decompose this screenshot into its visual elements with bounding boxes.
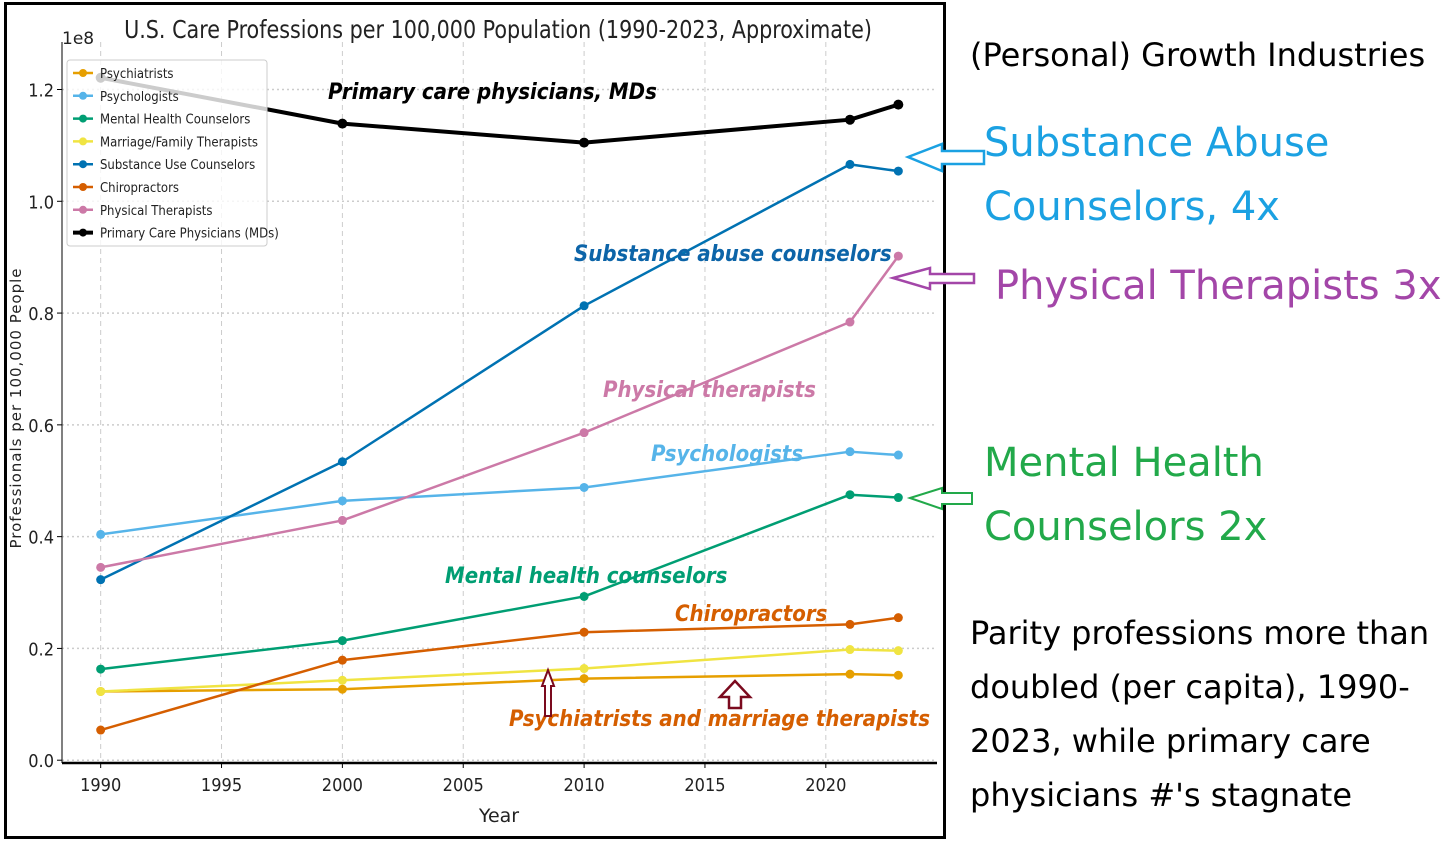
series-lines	[95, 72, 904, 735]
data-point	[579, 674, 589, 684]
legend-marker	[79, 114, 87, 123]
annotation-physical-therapists: Physical therapists	[603, 378, 816, 403]
data-point	[96, 664, 106, 674]
data-point	[337, 515, 347, 525]
legend: Psychiatrists Psychologists Mental Health …	[66, 59, 279, 247]
data-point	[96, 575, 106, 585]
y-tick-label: 0.4	[28, 528, 54, 549]
physical-therapists-label: Physical Therapists 3x	[995, 263, 1442, 309]
data-point	[337, 655, 347, 665]
annotation-substance: Substance abuse counselors	[574, 242, 892, 267]
mental-health-label-line2: Counselors 2x	[984, 504, 1268, 550]
data-point	[337, 675, 347, 685]
chart-title: U.S. Care Professions per 100,000 Popula…	[124, 15, 872, 44]
data-point	[893, 493, 903, 503]
legend-marker	[79, 183, 87, 191]
data-point	[337, 636, 347, 646]
data-point	[96, 562, 106, 572]
series-line-psychiatrists	[100, 672, 899, 693]
up-arrow-icon	[540, 667, 556, 717]
y-tick-label: 1.0	[28, 192, 54, 213]
x-tick-label: 1990	[80, 775, 121, 796]
y-tick-label: 0.0	[28, 751, 54, 772]
x-tick-label: 2010	[563, 775, 604, 796]
data-point	[337, 457, 347, 467]
data-point	[893, 450, 903, 460]
sidebar-heading: (Personal) Growth Industries	[970, 36, 1426, 74]
chart-frame	[4, 2, 946, 839]
left-arrow-icon	[904, 142, 986, 173]
data-point	[844, 114, 855, 125]
y-tick-label: 0.8	[28, 304, 54, 325]
data-point	[845, 159, 855, 169]
left-arrow-icon	[906, 486, 973, 511]
data-point	[337, 496, 347, 506]
data-point	[579, 664, 589, 674]
data-point	[96, 686, 106, 696]
data-point	[893, 166, 903, 176]
mental-health-label-line1: Mental Health	[984, 440, 1264, 486]
data-point	[579, 428, 589, 438]
legend-box	[66, 59, 268, 247]
legend-label: Primary Care Physicians (MDs)	[100, 227, 279, 242]
y-tick-label: 1.2	[28, 81, 54, 102]
left-arrow-icon	[888, 266, 976, 291]
data-point	[579, 301, 589, 311]
data-point	[845, 447, 855, 457]
data-point	[893, 670, 903, 680]
x-tick-label: 2020	[805, 775, 846, 796]
legend-label: Chiropractors	[100, 181, 179, 196]
data-point	[845, 317, 855, 327]
legend-marker	[79, 228, 87, 237]
data-point	[96, 725, 106, 735]
data-point	[893, 613, 903, 623]
annotation-pcp: Primary care physicians, MDs	[328, 80, 657, 105]
legend-marker	[79, 160, 87, 169]
substance-label-line2: Counselors, 4x	[984, 184, 1280, 230]
legend-marker	[79, 137, 87, 146]
data-point	[845, 645, 855, 655]
y-tick-label: 0.2	[28, 639, 54, 660]
x-axis-label: Year	[478, 805, 519, 827]
data-point	[579, 482, 589, 492]
up-arrow-icon	[717, 679, 753, 710]
data-point	[579, 627, 589, 637]
data-point	[337, 118, 348, 129]
legend-label: Marriage/Family Therapists	[100, 135, 258, 150]
x-tick-label: 2000	[322, 775, 363, 796]
data-point	[845, 669, 855, 679]
data-point	[893, 251, 903, 261]
y-tick-label: 0.6	[28, 416, 54, 437]
data-point	[96, 529, 106, 539]
axes: 1990 1995 2000 2005 2010 2015 2020 0.0 0.2 0.4 0.6…	[28, 42, 937, 796]
legend-marker	[79, 91, 87, 100]
summary-text: Parity professions more than doubled (pe…	[970, 614, 1430, 814]
legend-label: Psychiatrists	[100, 67, 174, 82]
data-point	[893, 646, 903, 656]
legend-label: Physical Therapists	[100, 204, 212, 219]
legend-label: Mental Health Counselors	[100, 113, 250, 128]
y-axis-label: Professionals per 100,000 People	[7, 267, 25, 548]
legend-label: Psychologists	[100, 90, 179, 105]
x-tick-label: 2015	[684, 775, 725, 796]
annotation-mental-health: Mental health counselors	[445, 564, 728, 589]
data-point	[845, 490, 855, 500]
data-point	[337, 684, 347, 694]
data-point	[845, 619, 855, 629]
legend-marker	[79, 69, 87, 77]
x-tick-label: 1995	[201, 775, 242, 796]
substance-label-line1: Substance Abuse	[984, 120, 1330, 166]
legend-label: Substance Use Counselors	[100, 158, 255, 173]
y-scale-label: 1e8	[62, 29, 94, 49]
annotation-psychiatrists-marriage: Psychiatrists and marriage therapists	[509, 707, 930, 732]
data-point	[579, 591, 589, 601]
data-point	[579, 137, 590, 148]
annotation-chiropractors: Chiropractors	[675, 602, 828, 627]
legend-marker	[79, 205, 87, 214]
x-tick-label: 2005	[443, 775, 484, 796]
annotation-psychologists: Psychologists	[651, 442, 803, 467]
data-point	[893, 99, 904, 110]
